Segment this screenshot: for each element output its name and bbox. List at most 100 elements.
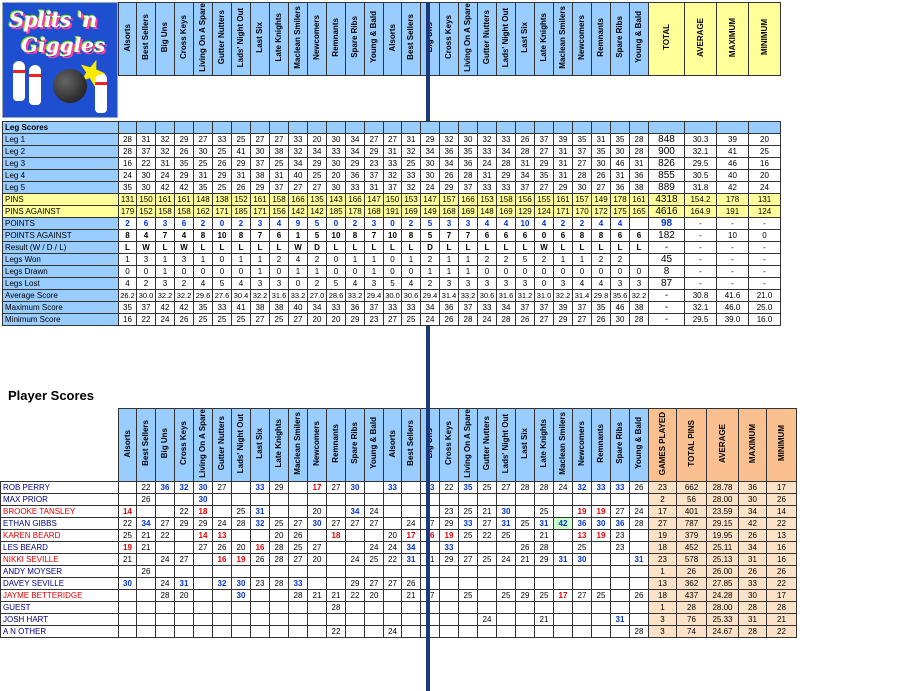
stat-value: 178: [345, 205, 365, 218]
player-score: 27: [193, 540, 213, 554]
leg-average: 30.3: [684, 133, 717, 146]
stat-row: PINS 131 150 161 161 148 138 152 161 158 166 135 143…: [2, 193, 781, 206]
player-score: 21: [477, 504, 497, 518]
player-score: [553, 576, 573, 590]
team-header-wk1: Remnants: [326, 2, 346, 76]
player-minimum: 26: [766, 492, 797, 506]
leg-score: 34: [288, 157, 308, 170]
stat-value: 4: [174, 229, 194, 242]
player-score: [629, 564, 649, 578]
team-header-wk1: Gutter Nutters: [212, 2, 232, 76]
player-score: 16: [250, 540, 270, 554]
player-score: [420, 576, 440, 590]
player-score: [364, 600, 384, 614]
stat-value: 1: [420, 265, 440, 278]
stat-minimum: 21.0: [748, 289, 781, 302]
stat-value: L: [193, 241, 213, 254]
stat-value: 4: [610, 217, 630, 230]
player-score: 30: [307, 516, 327, 530]
total-pins: 28: [676, 600, 707, 614]
stat-value: 3: [155, 217, 175, 230]
stat-value: 31.6: [496, 289, 516, 302]
stat-value: 10: [326, 229, 346, 242]
stat-value: 5: [515, 253, 535, 266]
player-row: JAYME BETTERIDGE 28 20 30 28 21 21 22 20 21 27 25 25…: [0, 588, 797, 602]
leg-score: 31: [629, 157, 649, 170]
team-header-wk1: Alsorts: [118, 2, 137, 76]
leg-score: 32: [477, 133, 497, 146]
player-score: [212, 588, 232, 602]
team-name: Newcomers: [577, 14, 586, 60]
player-score: [553, 492, 573, 506]
leg-score: 28: [458, 169, 478, 182]
player-score: 25: [458, 528, 478, 542]
player-summary-label: MINIMUM: [776, 425, 786, 462]
stat-value: 1: [231, 253, 251, 266]
player-name: JAYME BETTERIDGE: [0, 588, 119, 602]
stat-value: 32.2: [155, 289, 175, 302]
stat-value: 35: [118, 301, 137, 314]
player-score: 28: [515, 480, 535, 494]
player-score: 36: [155, 480, 175, 494]
player-score: [326, 612, 346, 626]
player-score: 27: [212, 480, 232, 494]
team-name: Best Sellers: [406, 14, 415, 61]
player-score: [193, 624, 213, 638]
leg-score: 34: [307, 145, 327, 158]
player-score: [307, 576, 327, 590]
player-score: [155, 624, 175, 638]
leg-score: 34: [345, 145, 365, 158]
team-name: Newcomers: [577, 420, 586, 466]
player-score: 21: [534, 612, 554, 626]
player-score: [383, 588, 402, 602]
player-score: 25: [496, 588, 516, 602]
player-row: DAVEY SEVILLE 30 24 31 32 30 23 28 33 29 27 27 26 13 3…: [0, 576, 797, 590]
player-score: [307, 492, 327, 506]
player-score: [477, 576, 497, 590]
player-score: 22: [345, 588, 365, 602]
empty-cell: [326, 121, 346, 134]
team-header: Last Six: [250, 408, 270, 482]
player-score: [401, 600, 421, 614]
player-score: 21: [136, 540, 156, 554]
games-played: 13: [648, 576, 677, 590]
team-name: Alsorts: [387, 429, 397, 458]
player-score: [345, 540, 365, 554]
team-header: Best Sellers: [401, 408, 421, 482]
leg-score: 37: [534, 133, 554, 146]
team-name: Spare Ribs: [615, 422, 624, 465]
games-played: 18: [648, 588, 677, 602]
games-played: 3: [648, 612, 677, 626]
team-name: Young & Bald: [634, 11, 643, 64]
team-name: Spare Ribs: [350, 16, 359, 59]
leg-score: 25: [212, 181, 232, 194]
empty-cell: [383, 121, 402, 134]
player-score: 28: [629, 516, 649, 530]
player-average: 25.33: [706, 612, 739, 626]
player-score: [307, 528, 327, 542]
empty-cell: [345, 121, 365, 134]
stat-value: 0: [383, 217, 402, 230]
stat-value: 135: [307, 193, 327, 206]
stat-value: 124: [534, 205, 554, 218]
player-score: [118, 480, 137, 494]
stat-value: 6: [496, 229, 516, 242]
stat-value: 4: [591, 277, 611, 290]
player-score: 23: [439, 504, 459, 518]
leg-score: 32: [383, 169, 402, 182]
team-header-wk1: Lads' Night Out: [231, 2, 251, 76]
stat-value: 29.4: [364, 289, 384, 302]
games-played: 2: [648, 492, 677, 506]
player-score: [231, 600, 251, 614]
player-score: [155, 504, 175, 518]
player-score: [326, 564, 346, 578]
leg-score: 32: [439, 133, 459, 146]
stat-value: 30.6: [477, 289, 497, 302]
stat-value: 30.0: [136, 289, 156, 302]
stat-label: Average Score: [2, 289, 119, 302]
stat-minimum: 124: [748, 205, 781, 218]
player-score: [155, 564, 175, 578]
player-score: [231, 492, 251, 506]
player-score: [401, 564, 421, 578]
player-score: 28: [326, 600, 346, 614]
